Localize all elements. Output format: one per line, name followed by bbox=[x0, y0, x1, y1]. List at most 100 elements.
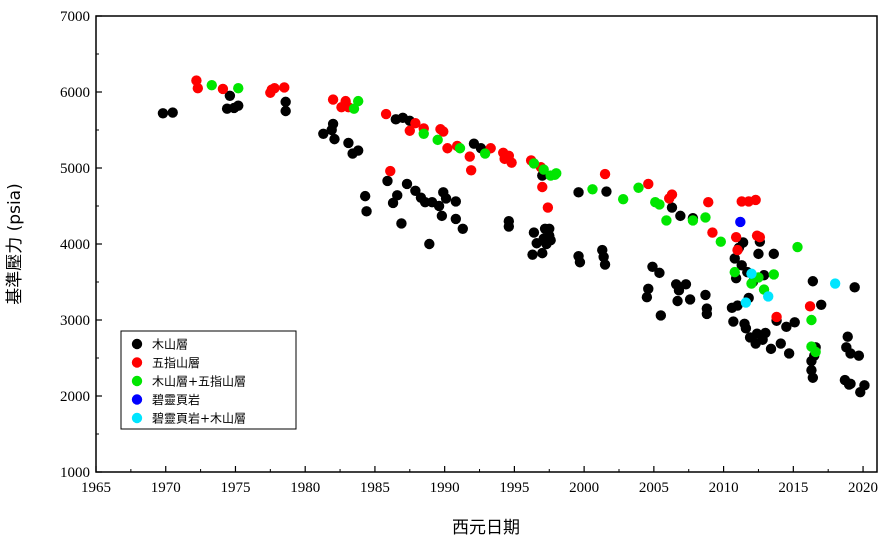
data-point bbox=[454, 143, 466, 154]
data-point bbox=[279, 82, 290, 93]
x-tick-label: 1965 bbox=[81, 480, 111, 496]
data-point bbox=[661, 215, 672, 226]
data-point bbox=[432, 134, 443, 146]
data-point bbox=[385, 165, 396, 177]
legend-marker bbox=[131, 357, 143, 368]
data-point bbox=[746, 278, 757, 289]
data-point bbox=[329, 133, 340, 145]
data-point bbox=[544, 223, 555, 234]
data-point bbox=[732, 300, 743, 311]
x-axis-title: 西元日期 bbox=[452, 518, 520, 538]
data-point bbox=[859, 380, 870, 391]
data-point bbox=[450, 196, 462, 207]
data-point bbox=[343, 137, 354, 149]
y-axis: 1000 2000 3000 4000 5000 6000 7000 bbox=[60, 9, 102, 481]
x-tick-label: 1975 bbox=[220, 480, 250, 496]
data-point bbox=[574, 257, 586, 268]
data-point bbox=[387, 197, 399, 209]
data-point bbox=[503, 221, 515, 232]
data-point bbox=[538, 164, 549, 175]
data-point bbox=[465, 165, 477, 176]
data-point bbox=[527, 249, 538, 260]
data-point bbox=[633, 182, 644, 193]
data-point bbox=[775, 338, 786, 349]
data-point bbox=[740, 297, 752, 308]
data-point bbox=[157, 108, 169, 119]
data-point bbox=[528, 158, 540, 169]
data-point bbox=[318, 128, 329, 139]
x-tick-label: 1970 bbox=[151, 480, 181, 496]
data-point bbox=[280, 96, 291, 108]
y-tick-label: 3000 bbox=[60, 313, 90, 329]
data-point bbox=[352, 145, 364, 156]
data-point bbox=[707, 227, 718, 238]
data-point bbox=[348, 103, 360, 114]
data-point bbox=[280, 105, 291, 117]
data-point bbox=[680, 279, 692, 290]
data-point bbox=[703, 197, 714, 208]
data-point bbox=[457, 223, 468, 234]
data-point bbox=[479, 148, 491, 159]
data-point bbox=[206, 79, 217, 91]
data-point bbox=[380, 108, 392, 120]
data-point bbox=[359, 190, 371, 202]
data-point bbox=[763, 291, 774, 302]
data-point bbox=[654, 199, 665, 210]
data-point bbox=[599, 168, 611, 180]
data-point bbox=[842, 331, 853, 342]
data-point bbox=[729, 266, 740, 278]
legend-label: 木山層 bbox=[152, 338, 188, 352]
data-point bbox=[845, 348, 856, 359]
data-point bbox=[382, 175, 393, 187]
data-point bbox=[224, 90, 236, 102]
x-tick-label: 2010 bbox=[709, 480, 739, 496]
data-point bbox=[701, 308, 713, 320]
data-point bbox=[740, 323, 752, 334]
y-tick-label: 4000 bbox=[60, 237, 90, 253]
data-point bbox=[537, 247, 548, 259]
data-point bbox=[643, 283, 654, 295]
data-point bbox=[537, 181, 548, 193]
data-point bbox=[783, 348, 795, 359]
data-point bbox=[768, 248, 779, 260]
legend-marker bbox=[131, 412, 143, 424]
series-4 bbox=[740, 268, 841, 308]
data-point bbox=[438, 126, 449, 137]
data-point bbox=[781, 321, 792, 333]
x-tick-label: 1990 bbox=[430, 480, 460, 496]
data-point bbox=[728, 316, 739, 327]
y-tick-label: 5000 bbox=[60, 161, 90, 177]
data-point bbox=[233, 100, 244, 111]
data-point bbox=[804, 301, 816, 312]
data-point bbox=[789, 317, 800, 328]
x-tick-label: 1995 bbox=[499, 480, 529, 496]
data-point bbox=[410, 117, 421, 129]
data-point bbox=[401, 178, 413, 190]
data-point bbox=[700, 212, 711, 223]
data-point bbox=[700, 289, 711, 301]
x-tick-label: 2000 bbox=[569, 480, 599, 496]
data-point bbox=[829, 278, 841, 289]
legend-label: 碧靈頁岩+木山層 bbox=[152, 411, 246, 426]
data-point bbox=[352, 95, 364, 107]
data-point bbox=[440, 193, 452, 204]
data-point bbox=[735, 216, 746, 228]
legend-label: 碧靈頁岩 bbox=[152, 392, 200, 407]
legend-marker bbox=[131, 375, 143, 387]
series-2 bbox=[206, 79, 821, 358]
data-point bbox=[528, 227, 540, 238]
data-point bbox=[666, 202, 678, 213]
legend-marker bbox=[131, 338, 143, 350]
data-point bbox=[654, 267, 665, 279]
data-point bbox=[746, 268, 757, 279]
data-point bbox=[687, 215, 699, 226]
data-point bbox=[217, 83, 229, 95]
data-point bbox=[424, 238, 435, 250]
plot-points bbox=[157, 75, 870, 398]
data-point bbox=[673, 285, 685, 296]
data-point bbox=[361, 206, 372, 217]
data-point bbox=[545, 235, 556, 246]
data-point bbox=[672, 295, 683, 307]
data-point bbox=[666, 189, 678, 200]
data-point bbox=[327, 94, 339, 105]
